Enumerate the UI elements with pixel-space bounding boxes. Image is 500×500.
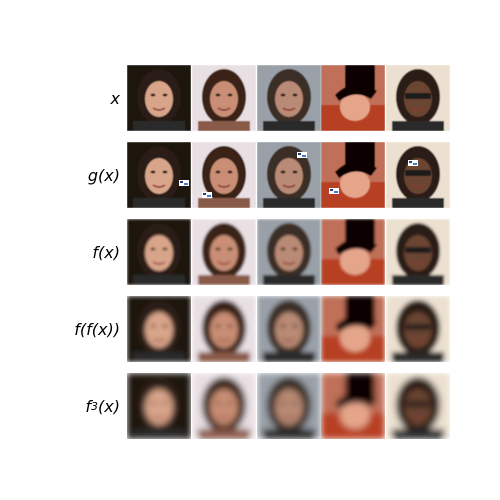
row-label: f(f(x)) bbox=[74, 319, 120, 339]
face-thumbnail-woman-long-brown-hair bbox=[192, 296, 256, 362]
face-thumbnail-woman-dark-hair-smiling bbox=[127, 65, 191, 131]
face-thumbnail-man-short-hair-stubble bbox=[257, 373, 321, 439]
row-label: f 3 (x) bbox=[85, 373, 120, 439]
face-thumbnail-man-short-hair-stubble bbox=[257, 65, 321, 131]
face-thumbnail-man-sunglasses bbox=[386, 296, 450, 362]
face-thumbnail-man-sunglasses bbox=[386, 65, 450, 131]
face-thumbnail-person-black-hat-tilted bbox=[321, 373, 385, 439]
face-thumbnail-person-black-hat-tilted bbox=[321, 296, 385, 362]
face-thumbnail-man-short-hair-stubble bbox=[257, 219, 321, 285]
face-thumbnail-woman-long-brown-hair bbox=[192, 65, 256, 131]
row-label: x bbox=[110, 88, 120, 108]
face-thumbnail-woman-dark-hair-smiling bbox=[127, 219, 191, 285]
face-thumbnail-man-short-hair-stubble bbox=[257, 296, 321, 362]
face-thumbnail-woman-long-brown-hair bbox=[192, 219, 256, 285]
row-f-f-x: f(f(x)) bbox=[0, 296, 500, 362]
face-thumbnail-man-sunglasses bbox=[386, 373, 450, 439]
face-thumbnail-man-sunglasses bbox=[386, 219, 450, 285]
face-thumbnail-man-sunglasses bbox=[386, 142, 450, 208]
face-thumbnail-man-short-hair-stubble bbox=[257, 142, 321, 208]
face-thumbnail-woman-long-brown-hair bbox=[192, 373, 256, 439]
face-thumbnail-woman-long-brown-hair bbox=[192, 142, 256, 208]
row-f-x: f(x) bbox=[0, 219, 500, 285]
row-f3-x: f 3 (x) bbox=[0, 373, 500, 439]
label-tail: (x) bbox=[98, 396, 120, 416]
face-thumbnail-woman-dark-hair-smiling bbox=[127, 142, 191, 208]
label-base: f bbox=[85, 396, 92, 416]
row-g-x: g(x) bbox=[0, 142, 500, 208]
row-label: f(x) bbox=[92, 242, 120, 262]
row-label: g(x) bbox=[87, 165, 120, 185]
label-superscript: 3 bbox=[91, 399, 99, 413]
row-x: x bbox=[0, 65, 500, 131]
face-thumbnail-woman-dark-hair-smiling bbox=[127, 296, 191, 362]
face-thumbnail-person-black-hat-tilted bbox=[321, 219, 385, 285]
face-thumbnail-person-black-hat-tilted bbox=[321, 142, 385, 208]
face-thumbnail-woman-dark-hair-smiling bbox=[127, 373, 191, 439]
face-thumbnail-person-black-hat-tilted bbox=[321, 65, 385, 131]
